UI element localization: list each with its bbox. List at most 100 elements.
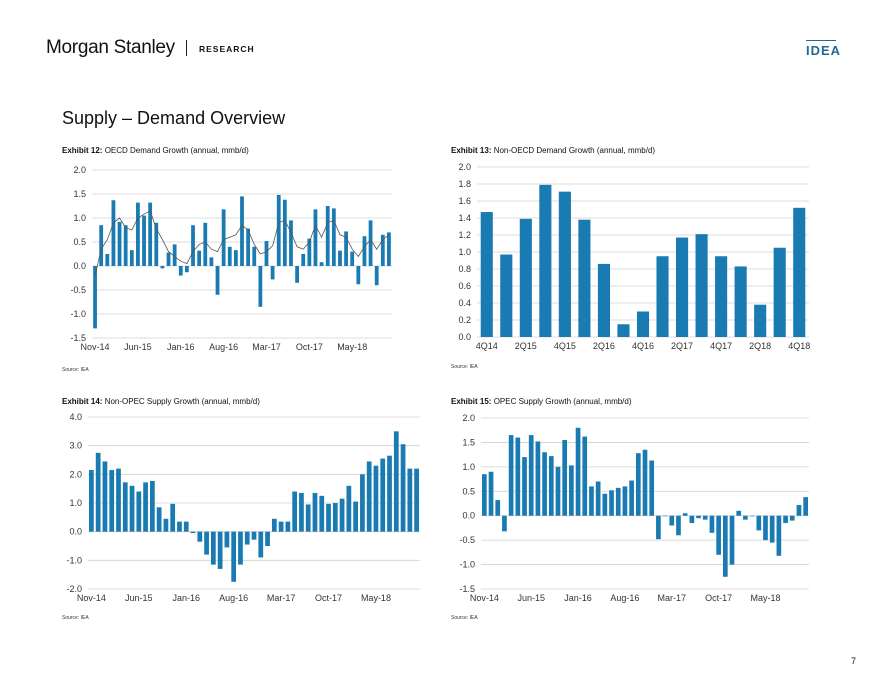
bar: [204, 531, 209, 555]
bar: [602, 493, 608, 516]
bar: [716, 515, 721, 555]
page-number: 7: [851, 656, 857, 666]
bar: [756, 515, 762, 531]
bar: [734, 266, 747, 337]
bar: [482, 474, 487, 516]
bar: [597, 263, 610, 337]
bar: [270, 266, 275, 280]
bar: [749, 515, 755, 517]
x-tick-label: 2Q16: [593, 341, 615, 351]
x-tick-label: 4Q17: [710, 341, 732, 351]
page-title: Supply – Demand Overview: [62, 108, 286, 129]
bar: [123, 225, 128, 266]
x-tick-label: May-18: [361, 593, 391, 603]
bar: [227, 246, 232, 266]
bar: [480, 212, 493, 337]
y-tick-label: -1.5: [70, 333, 86, 343]
bar: [387, 455, 392, 532]
bar: [136, 202, 140, 266]
y-tick-label: -1.0: [66, 555, 82, 565]
bar: [353, 501, 359, 532]
bar: [380, 234, 385, 266]
bar: [109, 470, 115, 532]
x-tick-label: Mar-17: [658, 593, 687, 603]
exhibit-14-source: Source: IEA: [62, 615, 89, 621]
bar: [307, 238, 312, 266]
y-tick-label: -1.5: [459, 584, 475, 594]
bar: [122, 482, 128, 532]
bar: [215, 266, 220, 295]
bar: [649, 460, 655, 516]
exhibit-14-title: Exhibit 14: Non-OPEC Supply Growth (annu…: [62, 397, 260, 406]
exhibit-12-title: Exhibit 12: OECD Demand Growth (annual, …: [62, 146, 249, 155]
bar: [682, 513, 688, 516]
bar: [111, 200, 116, 266]
bar: [803, 497, 808, 516]
bar: [252, 246, 257, 266]
bar: [177, 521, 182, 532]
y-tick-label: 1.5: [73, 189, 86, 199]
x-tick-label: Jan-16: [167, 342, 195, 352]
bar: [669, 515, 675, 526]
bar: [407, 468, 413, 532]
bar: [702, 515, 708, 520]
bar: [360, 474, 365, 532]
bar: [387, 232, 391, 266]
bar: [519, 218, 532, 337]
header-divider: [186, 40, 187, 56]
bar: [129, 485, 135, 532]
bar: [502, 515, 507, 532]
x-tick-label: Mar-17: [267, 593, 296, 603]
y-tick-label: -0.5: [459, 535, 475, 545]
bar: [539, 184, 552, 337]
bar: [276, 194, 281, 266]
y-tick-label: 0.6: [458, 281, 471, 291]
bar: [325, 206, 330, 266]
bar: [542, 452, 547, 516]
bar: [569, 465, 574, 516]
bar: [508, 435, 514, 516]
exhibit-12-label: Exhibit 12:: [62, 146, 103, 155]
exhibit-13-source: Source: IEA: [451, 364, 478, 370]
bar: [117, 221, 122, 266]
bar: [154, 222, 159, 266]
bar: [102, 461, 108, 532]
idea-tag: IDEA: [806, 43, 842, 58]
x-tick-label: 4Q18: [788, 341, 810, 351]
x-tick-label: 2Q15: [515, 341, 537, 351]
bar: [89, 470, 94, 532]
bar: [136, 491, 142, 532]
bar: [374, 266, 379, 286]
bar: [617, 324, 630, 337]
bar: [231, 531, 237, 582]
bar: [676, 237, 689, 337]
bar: [769, 515, 775, 543]
bar: [233, 250, 238, 266]
bar: [95, 452, 101, 532]
x-tick-label: Aug-16: [209, 342, 238, 352]
bar: [183, 521, 189, 532]
bar: [796, 504, 802, 516]
y-tick-label: 3.0: [69, 441, 82, 451]
y-tick-label: 1.0: [462, 462, 475, 472]
division-label: RESEARCH: [199, 44, 255, 54]
y-tick-label: 0.2: [458, 315, 471, 325]
exhibit-12-caption: OECD Demand Growth (annual, mmb/d): [104, 146, 249, 155]
bar: [197, 250, 202, 266]
bar: [271, 518, 277, 532]
y-tick-label: 1.4: [458, 213, 471, 223]
bar: [326, 503, 331, 532]
bar: [575, 427, 581, 516]
y-tick-label: 0.5: [462, 486, 475, 496]
bar: [251, 531, 257, 540]
bar: [595, 481, 601, 516]
bar: [313, 209, 318, 266]
bar: [743, 515, 748, 520]
bar: [292, 491, 298, 532]
bar: [264, 241, 269, 266]
y-tick-label: 2.0: [458, 162, 471, 172]
bar: [217, 531, 223, 569]
x-tick-label: Nov-14: [77, 593, 106, 603]
